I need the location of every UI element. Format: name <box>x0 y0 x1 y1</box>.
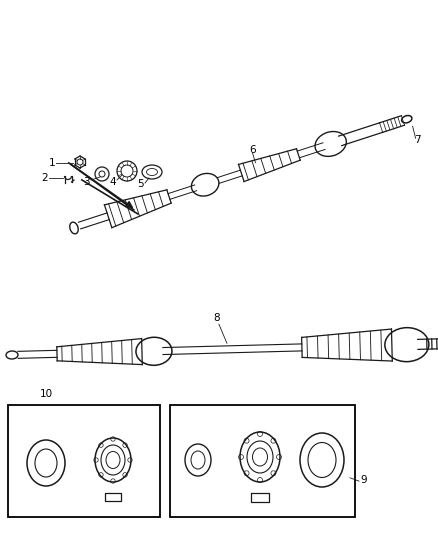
Text: 7: 7 <box>414 135 421 146</box>
Bar <box>251 493 269 502</box>
Text: 5: 5 <box>138 179 144 189</box>
Text: 9: 9 <box>360 475 367 486</box>
Bar <box>105 493 121 501</box>
Text: 4: 4 <box>110 177 116 187</box>
Bar <box>170 405 355 517</box>
Text: 2: 2 <box>41 173 48 183</box>
Text: 1: 1 <box>48 158 55 168</box>
Text: 3: 3 <box>83 177 90 187</box>
Bar <box>8 405 160 517</box>
Text: 10: 10 <box>39 389 53 399</box>
Text: 6: 6 <box>249 145 256 155</box>
Text: 8: 8 <box>214 313 220 323</box>
